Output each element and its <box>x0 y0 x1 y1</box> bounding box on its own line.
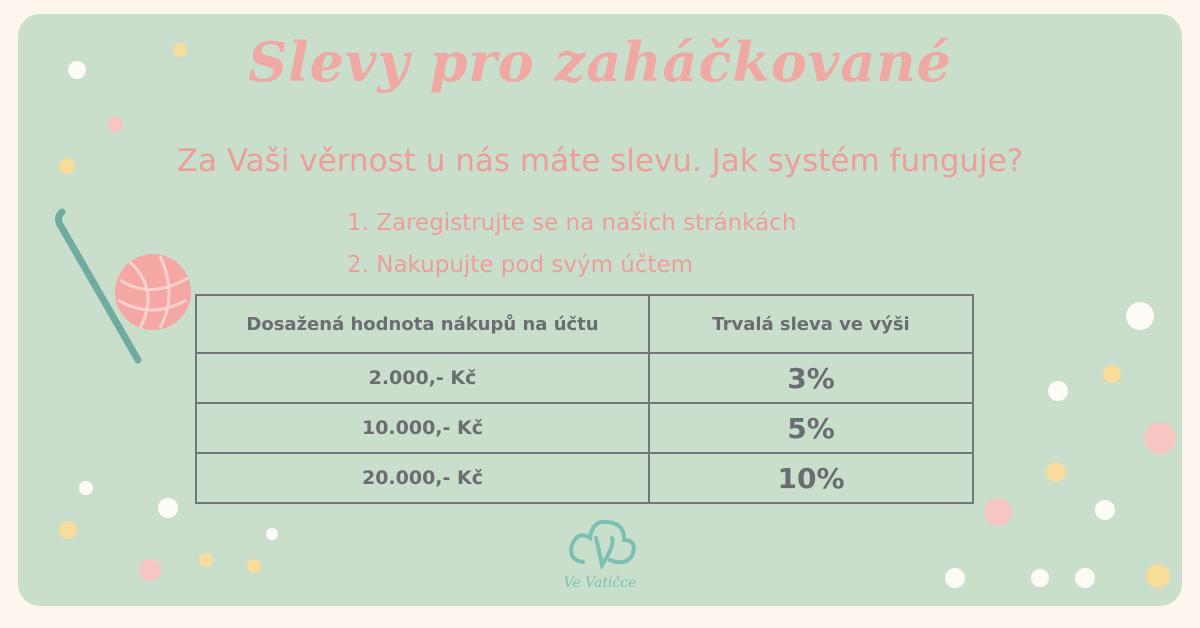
header-amount: Dosažená hodnota nákupů na účtu <box>195 294 650 354</box>
table-row: 2.000,- Kč 3% <box>195 352 974 404</box>
step-1: 1. Zaregistrujte se na našich stránkách <box>347 210 797 236</box>
discount-cell: 3% <box>648 352 974 404</box>
subtitle: Za Vaši věrnost u nás máte slevu. Jak sy… <box>176 143 1024 179</box>
discount-cell: 5% <box>648 402 974 454</box>
flower-icons <box>59 43 1176 588</box>
discount-table: Dosažená hodnota nákupů na účtu Trvalá s… <box>195 294 974 504</box>
table-row: 10.000,- Kč 5% <box>195 402 974 454</box>
amount-cell: 20.000,- Kč <box>195 452 650 504</box>
amount-cell: 10.000,- Kč <box>195 402 650 454</box>
step-2: 2. Nakupujte pod svým účtem <box>347 252 694 278</box>
logo-text: Ve Vatičce <box>563 575 637 591</box>
cloud-v-icon <box>569 519 636 571</box>
header-discount: Trvalá sleva ve výši <box>648 294 974 354</box>
discount-cell: 10% <box>648 452 974 504</box>
amount-cell: 2.000,- Kč <box>195 352 650 404</box>
table-row: 20.000,- Kč 10% <box>195 452 974 504</box>
page-title: Slevy pro zaháčkované <box>248 30 952 94</box>
crochet-hook-icon <box>55 208 142 364</box>
yarn-ball-icon <box>115 254 191 330</box>
table-header-row: Dosažená hodnota nákupů na účtu Trvalá s… <box>195 294 974 354</box>
